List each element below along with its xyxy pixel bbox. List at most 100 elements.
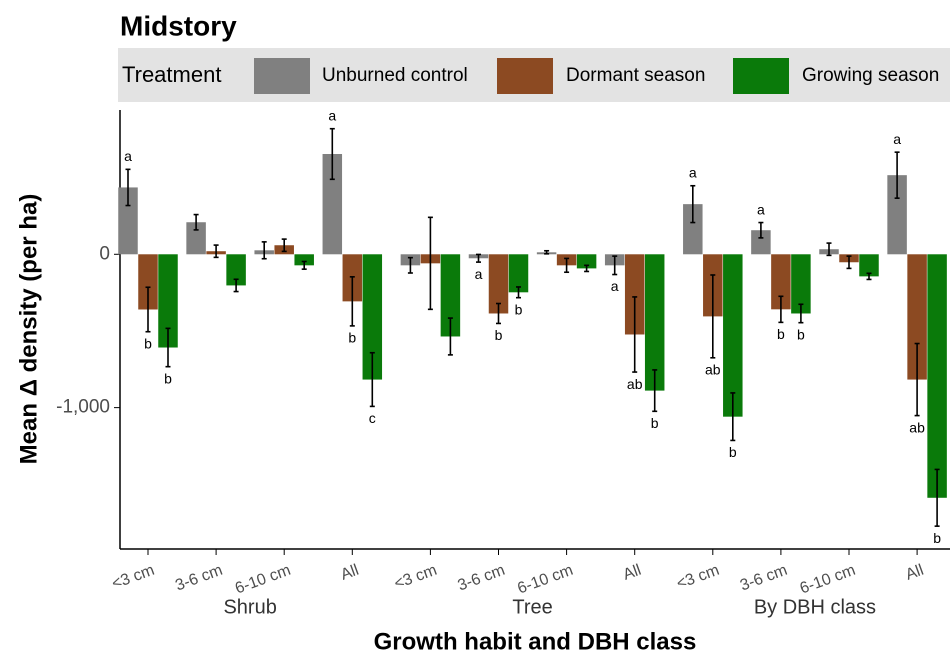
bar (138, 254, 158, 310)
significance-label: b (144, 335, 152, 351)
error-bar (564, 257, 570, 274)
error-bar (612, 255, 618, 276)
x-tick-label: <3 cm (392, 562, 439, 593)
error-bar (447, 317, 453, 356)
error-bar (369, 351, 375, 408)
bar (362, 254, 383, 380)
x-tick-label: All (339, 562, 362, 584)
bar (683, 204, 703, 255)
x-tick-label: 3-6 cm (738, 562, 790, 595)
x-tick-label: 6-10 cm (798, 562, 858, 598)
error-bar (213, 244, 219, 259)
legend-label: Unburned control (322, 65, 468, 86)
error-bar (233, 278, 239, 293)
bar (907, 254, 927, 380)
significance-label: b (777, 326, 785, 342)
bar (576, 254, 597, 269)
y-tick-label: -1,000 (56, 397, 110, 418)
error-bar (846, 255, 852, 270)
y-tick-label: 0 (99, 243, 110, 264)
error-bar (544, 249, 550, 255)
bar (624, 254, 645, 335)
error-bar (914, 342, 920, 417)
group-label: Tree (512, 596, 552, 618)
bar (294, 254, 314, 266)
x-tick-label: <3 cm (674, 562, 721, 593)
error-bar (145, 286, 151, 333)
error-bar (125, 168, 131, 207)
significance-label: a (689, 164, 697, 180)
x-tick-label: 3-6 cm (456, 562, 508, 595)
significance-label: b (651, 415, 659, 431)
error-bar (866, 272, 872, 281)
significance-label: b (797, 326, 805, 342)
error-bar (349, 276, 355, 327)
error-bar (632, 296, 638, 373)
bar (322, 154, 343, 255)
significance-label: a (475, 266, 483, 282)
legend-key (733, 58, 789, 94)
significance-label: ab (909, 419, 925, 435)
group-label: By DBH class (754, 596, 876, 618)
significance-label: b (933, 530, 941, 546)
bar (508, 254, 529, 293)
error-bar (798, 303, 804, 324)
error-bar (301, 260, 307, 270)
legend-key (254, 58, 310, 94)
error-bar (407, 256, 413, 274)
error-bar (329, 127, 335, 181)
error-bar (758, 221, 764, 239)
error-bar (652, 369, 658, 413)
error-bar (730, 392, 736, 442)
significance-label: ab (627, 376, 643, 392)
significance-label: a (611, 278, 619, 294)
significance-label: b (515, 301, 523, 317)
error-bar (476, 253, 481, 263)
significance-label: b (729, 444, 737, 460)
legend-label: Dormant season (566, 65, 705, 86)
significance-label: b (164, 370, 172, 386)
legend-key (497, 58, 553, 94)
bar (158, 254, 178, 348)
bar (186, 222, 206, 255)
error-bar (261, 241, 267, 260)
error-bar (516, 286, 521, 299)
significance-label: ab (705, 361, 721, 377)
bar (226, 254, 246, 286)
error-bar (934, 468, 940, 527)
y-axis-title: Mean Δ density (per ha) (15, 194, 42, 465)
significance-label: a (757, 201, 765, 217)
error-bar (165, 327, 171, 368)
error-bar (427, 216, 433, 311)
bar (488, 254, 509, 314)
error-bar (894, 151, 900, 199)
x-tick-label: All (903, 562, 926, 584)
bar (771, 254, 791, 310)
bar (859, 254, 879, 277)
x-tick-label: <3 cm (110, 562, 157, 593)
x-tick-label: 6-10 cm (515, 562, 575, 598)
significance-label: a (328, 107, 336, 123)
error-bar (584, 264, 590, 273)
bar (927, 254, 947, 498)
error-bar (710, 274, 716, 359)
bar (791, 254, 811, 314)
legend-title: Treatment (122, 62, 221, 87)
significance-label: b (348, 330, 356, 346)
error-bar (193, 213, 199, 231)
bar (440, 254, 461, 337)
significance-label: c (369, 410, 376, 426)
bar (751, 230, 771, 255)
significance-label: a (124, 148, 132, 164)
error-bar (281, 238, 287, 253)
error-bar (826, 242, 832, 257)
error-bar (690, 184, 696, 224)
bar (723, 254, 743, 417)
error-bar (778, 295, 784, 324)
significance-label: a (893, 131, 901, 147)
bar (644, 254, 665, 391)
bar (887, 175, 907, 255)
x-tick-label: All (621, 562, 644, 584)
group-label: Shrub (223, 596, 276, 618)
